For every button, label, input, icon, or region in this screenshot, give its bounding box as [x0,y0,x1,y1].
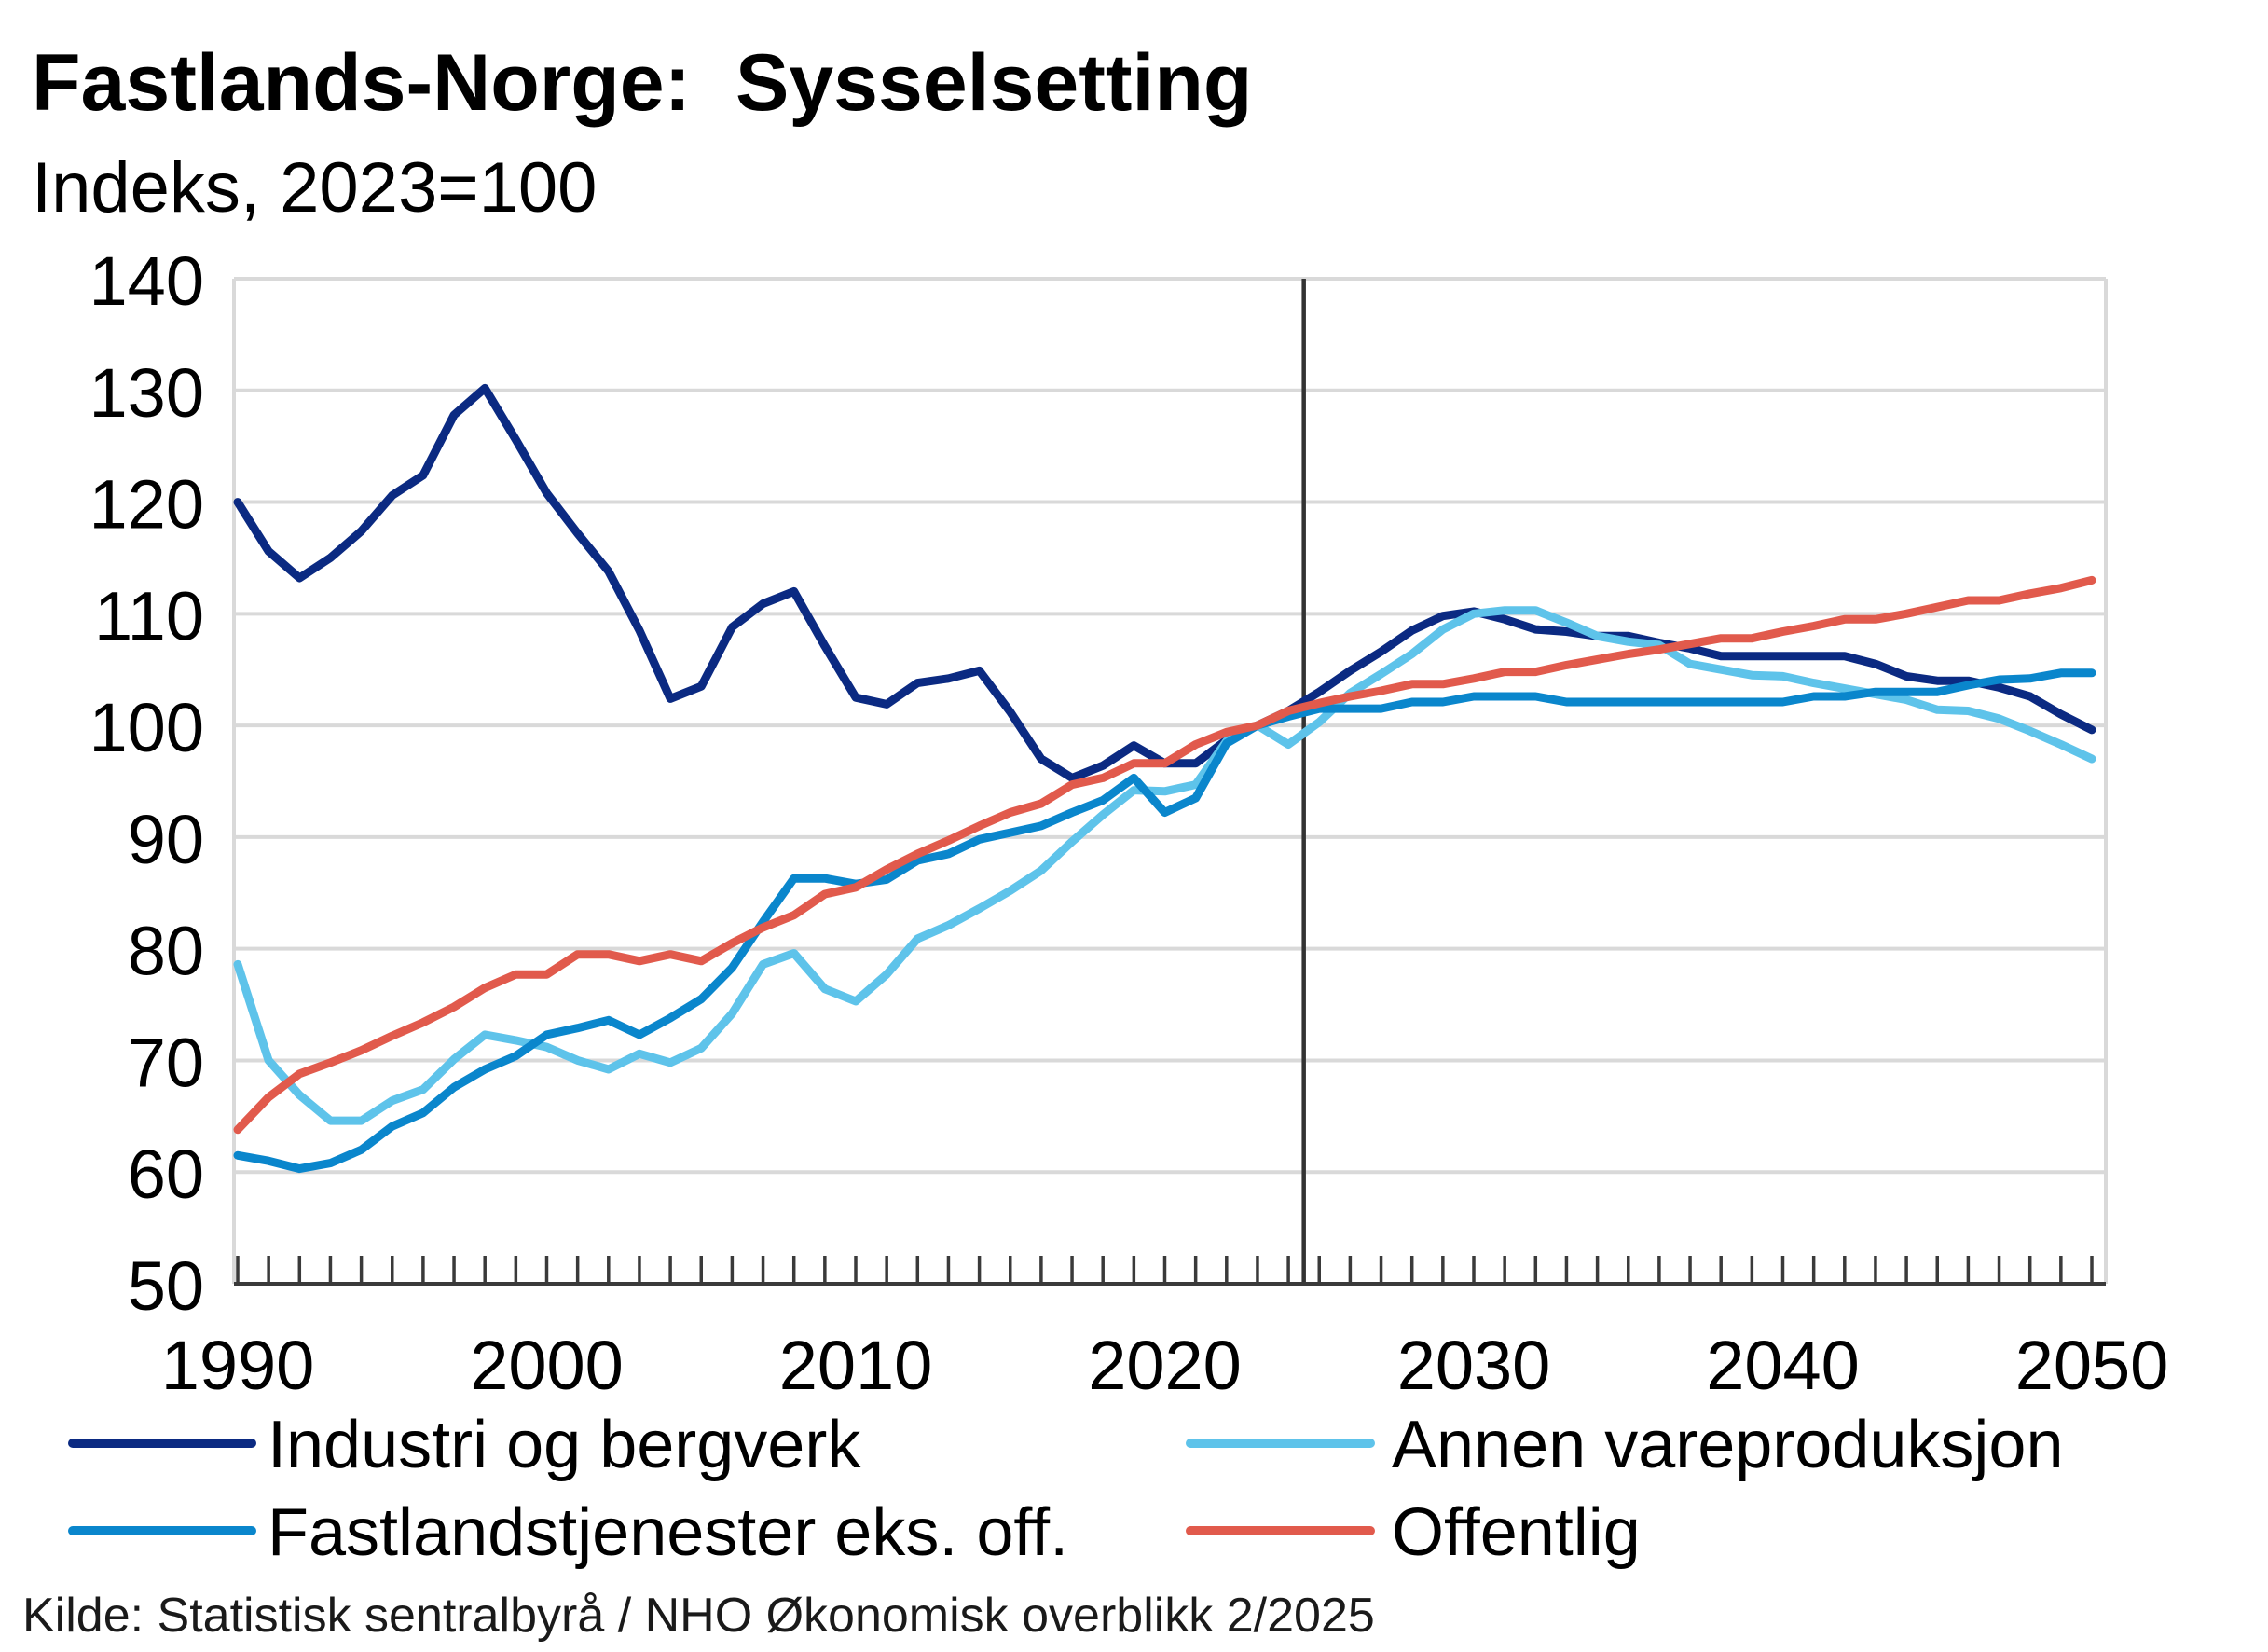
y-tick-label: 140 [89,242,204,320]
y-tick-label: 130 [89,354,204,432]
legend: Industri og bergverk Annen vareproduksjo… [68,1408,2064,1570]
series-line-offentlig [233,575,2096,1135]
legend-label-industri-og-bergverk: Industri og bergverk [268,1408,861,1482]
x-tick-label: 1990 [161,1327,315,1404]
x-tick-label: 2000 [470,1327,624,1404]
y-tick-label: 70 [128,1024,204,1101]
y-tick-label: 80 [128,913,204,990]
legend-label-annen-vareproduksjon: Annen vareproduksjon [1392,1408,2064,1482]
chart-subtitle: Indeks, 2023=100 [32,148,597,227]
series-line-fastlandstjenester-eks-off [233,668,2096,1174]
x-tick-label: 2050 [2015,1327,2169,1404]
legend-item-industri-og-bergverk: Industri og bergverk [68,1408,861,1482]
y-tick-label: 90 [128,801,204,878]
y-tick-label: 60 [128,1136,204,1213]
y-axis: 50 60 70 80 90 100 110 120 130 140 [89,242,204,1325]
x-tick-label: 2020 [1088,1327,1242,1404]
x-tick-label: 2010 [779,1327,933,1404]
x-axis: 1990 2000 2010 2020 2030 2040 2050 [161,1256,2169,1404]
series-lines [233,383,2096,1174]
y-tick-label: 110 [94,577,204,654]
legend-item-offentlig: Offentlig [1186,1495,1641,1570]
x-tick-label: 2040 [1706,1327,1860,1404]
legend-label-fastlandstjenester: Fastlandstjenester eks. off. [268,1495,1068,1570]
legend-item-annen-vareproduksjon: Annen vareproduksjon [1186,1408,2064,1482]
y-tick-label: 120 [89,466,204,544]
series-line-annen-vareproduksjon [233,606,2096,1125]
chart-title: Fastlands-Norge: Sysselsetting [32,38,1252,128]
x-tick-label: 2030 [1397,1327,1551,1404]
legend-label-offentlig: Offentlig [1392,1495,1641,1570]
y-tick-label: 100 [89,689,204,766]
gridlines [232,277,2108,1284]
y-tick-label: 50 [128,1247,204,1325]
source-note: Kilde: Statistisk sentralbyrå / NHO Økon… [22,1589,1375,1643]
legend-item-fastlandstjenester: Fastlandstjenester eks. off. [68,1495,1068,1570]
